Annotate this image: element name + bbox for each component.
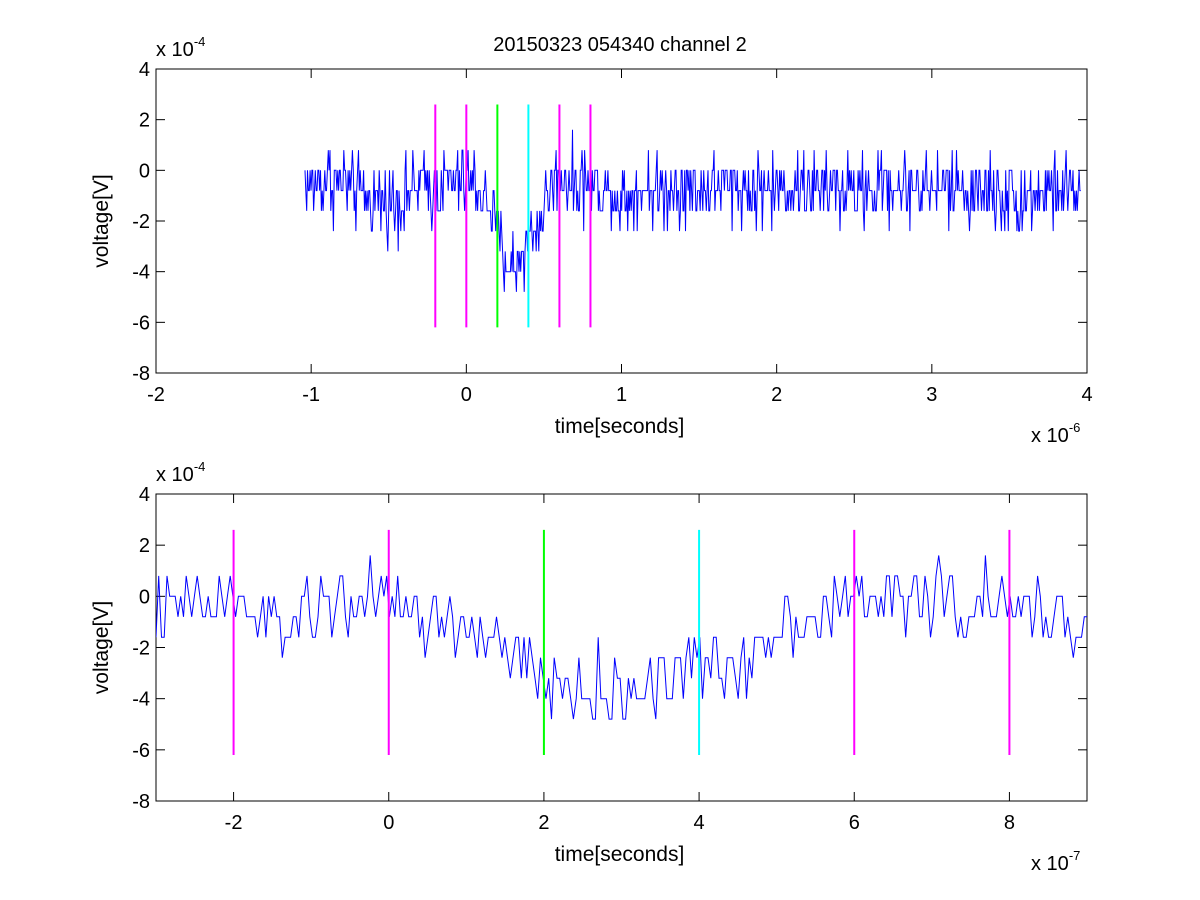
- x-tick-label: 0: [383, 812, 394, 834]
- x-tick-label: 8: [1004, 812, 1015, 834]
- y-tick-label: -4: [132, 689, 150, 711]
- y-tick-label: 2: [139, 110, 150, 132]
- y-tick-label: -2: [132, 638, 150, 660]
- x-tick-label: -2: [225, 812, 243, 834]
- x-tick-label: -2: [147, 384, 165, 406]
- chart-title: 20150323 054340 channel 2: [493, 34, 747, 56]
- x-tick-label: 1: [616, 384, 627, 406]
- y-tick-label: -8: [132, 363, 150, 385]
- x-multiplier-exponent: -7: [1069, 848, 1081, 863]
- y-axis-label: voltage[V]: [90, 601, 113, 694]
- y-tick-label: 0: [139, 160, 150, 182]
- x-tick-label: 4: [1081, 384, 1092, 406]
- y-multiplier: x 10-4: [156, 459, 205, 486]
- y-tick-label: 4: [139, 484, 150, 506]
- x-tick-label: 4: [694, 812, 705, 834]
- x-tick-label: 2: [771, 384, 782, 406]
- y-tick-label: -4: [132, 262, 150, 284]
- x-tick-label: 2: [538, 812, 549, 834]
- y-multiplier-exponent: -4: [194, 459, 206, 474]
- y-tick-label: -6: [132, 312, 150, 334]
- y-tick-label: 2: [139, 535, 150, 557]
- x-multiplier-base: x 10: [1031, 853, 1069, 875]
- y-tick-label: 0: [139, 586, 150, 608]
- x-tick-label: 6: [849, 812, 860, 834]
- y-tick-label: 4: [139, 59, 150, 81]
- voltage-series-line: [304, 129, 1081, 292]
- y-multiplier-base: x 10: [156, 464, 194, 486]
- y-multiplier: x 10-4: [156, 34, 205, 61]
- x-multiplier-exponent: -6: [1069, 420, 1081, 435]
- x-axis-label: time[seconds]: [555, 415, 685, 438]
- x-multiplier: x 10-7: [1031, 848, 1080, 875]
- x-axis-label: time[seconds]: [555, 843, 685, 866]
- plot-frame: [155, 68, 1088, 374]
- y-multiplier-exponent: -4: [194, 34, 206, 49]
- x-multiplier: x 10-6: [1031, 420, 1080, 447]
- y-tick-label: -6: [132, 740, 150, 762]
- x-tick-label: 0: [461, 384, 472, 406]
- x-tick-label: 3: [926, 384, 937, 406]
- y-tick-label: -8: [132, 791, 150, 813]
- x-multiplier-base: x 10: [1031, 425, 1069, 447]
- y-multiplier-base: x 10: [156, 39, 194, 61]
- x-tick-label: -1: [302, 384, 320, 406]
- y-tick-label: -2: [132, 211, 150, 233]
- plot-frame: [155, 493, 1088, 802]
- y-axis-label: voltage[V]: [90, 174, 113, 267]
- voltage-series-line: [156, 555, 1087, 720]
